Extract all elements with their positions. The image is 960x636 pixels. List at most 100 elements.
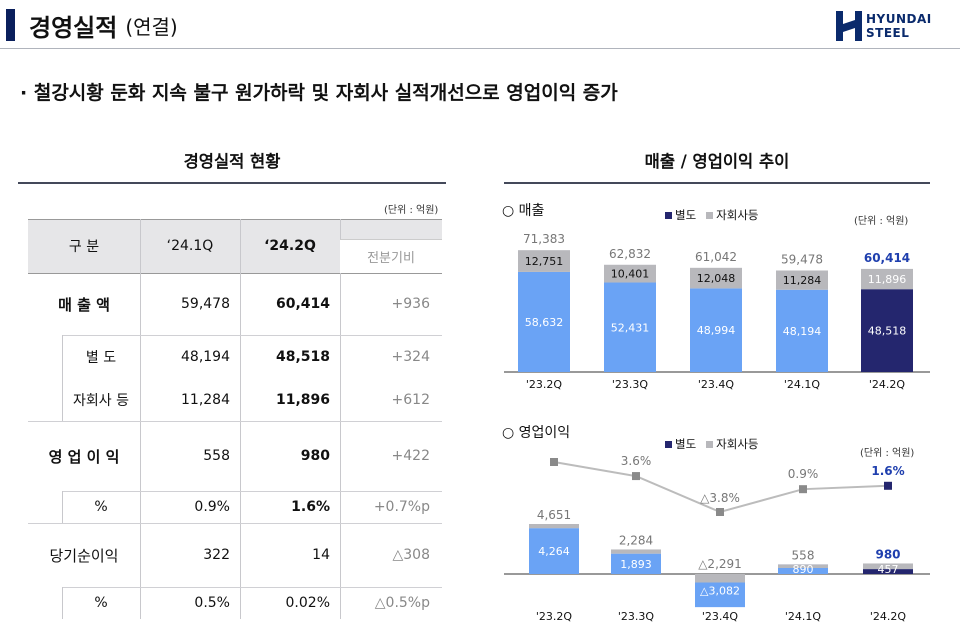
op-bar-subsidiary: [529, 524, 579, 529]
row-label-net-income: 당기순이익: [49, 546, 119, 565]
op-label-total: 558: [792, 548, 815, 562]
op-x-tick: '23.3Q: [618, 610, 655, 623]
row-subsidiary-diff: +612: [391, 391, 430, 408]
legend-label-parent: 별도: [675, 208, 697, 222]
op-label-parent: 4,264: [538, 545, 570, 558]
row-label-sales: 매 출 액: [58, 295, 110, 314]
sales-chart: 58,632 12,751 71,383 '23.2Q 52,431 10,401 62,8…: [504, 232, 930, 391]
legend-label-parent-op: 별도: [675, 437, 697, 451]
right-section-divider: [504, 182, 930, 184]
op-label-parent: 457: [878, 563, 899, 576]
op-label-total: △2,291: [698, 557, 742, 571]
table-unit-label: (단위 : 억원): [384, 205, 439, 216]
title-bar: 경영실적 (연결): [0, 6, 178, 44]
row-op-margin-q2: 1.6%: [291, 499, 330, 515]
logo-line2: STEEL: [866, 26, 910, 40]
op-margin-label: 0.9%: [788, 467, 819, 481]
op-margin-marker: [550, 458, 558, 466]
left-section-title: 경영실적 현황: [183, 152, 281, 171]
op-label-parent: 890: [793, 563, 814, 576]
op-chart-title: ○ 영업이익: [502, 425, 571, 441]
op-bar-subsidiary: [611, 549, 661, 554]
col-header-q2: ‘24.2Q: [264, 238, 316, 254]
op-label-parent: △3,082: [700, 585, 740, 598]
hyundai-steel-logo: HYUNDAI STEEL: [836, 10, 940, 44]
row-label-op-margin: %: [94, 499, 108, 515]
left-section-divider: [18, 182, 446, 184]
op-unit-label: (단위 : 억원): [860, 448, 915, 459]
legend-label-subsidiary-op: 자회사등: [716, 437, 759, 451]
sales-bar-subsidiary: [690, 267, 742, 289]
sales-x-tick: '24.1Q: [784, 378, 821, 391]
title-accent-bar: [6, 9, 15, 41]
logo-text: HYUNDAI STEEL: [866, 12, 932, 40]
sales-label-subsidiary: 12,048: [697, 272, 736, 285]
table-row: 영 업 이 익 558 980 +422: [28, 421, 442, 491]
sales-label-subsidiary: 12,751: [525, 255, 564, 268]
op-legend: 별도 자회사등: [665, 436, 759, 452]
row-net-margin-q1: 0.5%: [194, 595, 230, 611]
op-margin-marker: [799, 485, 807, 494]
sales-x-tick: '23.4Q: [698, 378, 735, 391]
op-x-tick: '23.2Q: [536, 610, 573, 623]
sales-bar-parent: [690, 288, 742, 372]
sales-label-parent: 52,431: [611, 321, 650, 334]
logo-line1: HYUNDAI: [866, 12, 932, 26]
legend-swatch-subsidiary: [706, 211, 714, 219]
op-margin-marker: [716, 508, 724, 516]
col-header-diff: 전분기비: [340, 239, 442, 273]
row-label-subsidiary: 자회사 등: [73, 392, 129, 409]
sales-label-parent: 48,994: [697, 324, 736, 337]
sales-bar-parent: [518, 271, 570, 372]
sales-label-total: 61,042: [695, 250, 737, 264]
row-net-q2: 14: [312, 547, 330, 563]
sales-bar-subsidiary: [861, 268, 913, 290]
sales-bar-parent: [861, 289, 913, 372]
row-parent-q2: 48,518: [275, 348, 330, 365]
sales-bar-subsidiary: [518, 250, 570, 272]
op-x-tick: '23.4Q: [702, 610, 739, 623]
op-margin-label: △3.8%: [700, 491, 740, 505]
sales-label-total: 60,414: [864, 251, 910, 265]
op-label-parent: 1,893: [620, 558, 652, 571]
row-op-margin-diff: +0.7%p: [373, 499, 430, 515]
row-subsidiary-q2: 11,896: [275, 391, 330, 408]
row-net-margin-q2: 0.02%: [285, 595, 330, 611]
op-margin-label: 3.6%: [621, 454, 652, 468]
col-header-category: 구 분: [68, 239, 100, 255]
op-margin-label: 6.5%: [539, 452, 570, 454]
op-chart: 4,264 4,651 '23.2Q 1,893 2,284 '23.3Q △3,082 △2…: [504, 452, 930, 623]
sales-chart-title: ○ 매출: [502, 203, 545, 219]
row-net-margin-diff: △0.5%p: [374, 595, 430, 611]
op-x-tick: '24.2Q: [870, 610, 907, 623]
sales-label-total: 71,383: [523, 232, 565, 246]
table-row: % 0.9% 1.6% +0.7%p: [28, 491, 442, 523]
row-op-q1: 558: [203, 448, 230, 464]
sales-label-subsidiary: 11,284: [783, 274, 822, 287]
headline: · 철강시황 둔화 지속 불구 원가하락 및 자회사 실적개선으로 영업이익 증…: [20, 82, 618, 104]
op-x-tick: '24.1Q: [785, 610, 822, 623]
col-header-q1: ‘24.1Q: [166, 238, 214, 254]
op-label-total: 2,284: [619, 533, 653, 547]
table-row: 자회사 등 11,284 11,896 +612: [28, 378, 442, 421]
row-parent-diff: +324: [391, 348, 430, 365]
sales-label-parent: 58,632: [525, 316, 564, 329]
sales-bar-subsidiary: [776, 270, 828, 290]
sales-x-tick: '24.2Q: [869, 378, 906, 391]
legend-swatch-parent-op: [665, 440, 672, 448]
row-sales-q1: 59,478: [181, 296, 230, 312]
row-net-q1: 322: [203, 547, 230, 563]
op-margin-marker: [632, 472, 640, 481]
op-label-total: 4,651: [537, 508, 571, 522]
row-label-parent: 별 도: [85, 349, 117, 366]
table-row: 별 도 48,194 48,518 +324: [28, 335, 442, 378]
op-bar-parent: [529, 528, 579, 574]
op-bar-parent: [778, 564, 828, 574]
row-subsidiary-q1: 11,284: [181, 391, 230, 408]
sales-label-total: 62,832: [609, 247, 651, 261]
table-row: 매 출 액 59,478 60,414 +936: [28, 273, 442, 335]
table-header-row: 구 분 ‘24.1Q ‘24.2Q 전분기비: [28, 219, 442, 273]
sales-bar-parent: [776, 289, 828, 372]
table-row: 당기순이익 322 14 △308: [28, 523, 442, 587]
sales-label-subsidiary: 11,896: [868, 273, 907, 286]
